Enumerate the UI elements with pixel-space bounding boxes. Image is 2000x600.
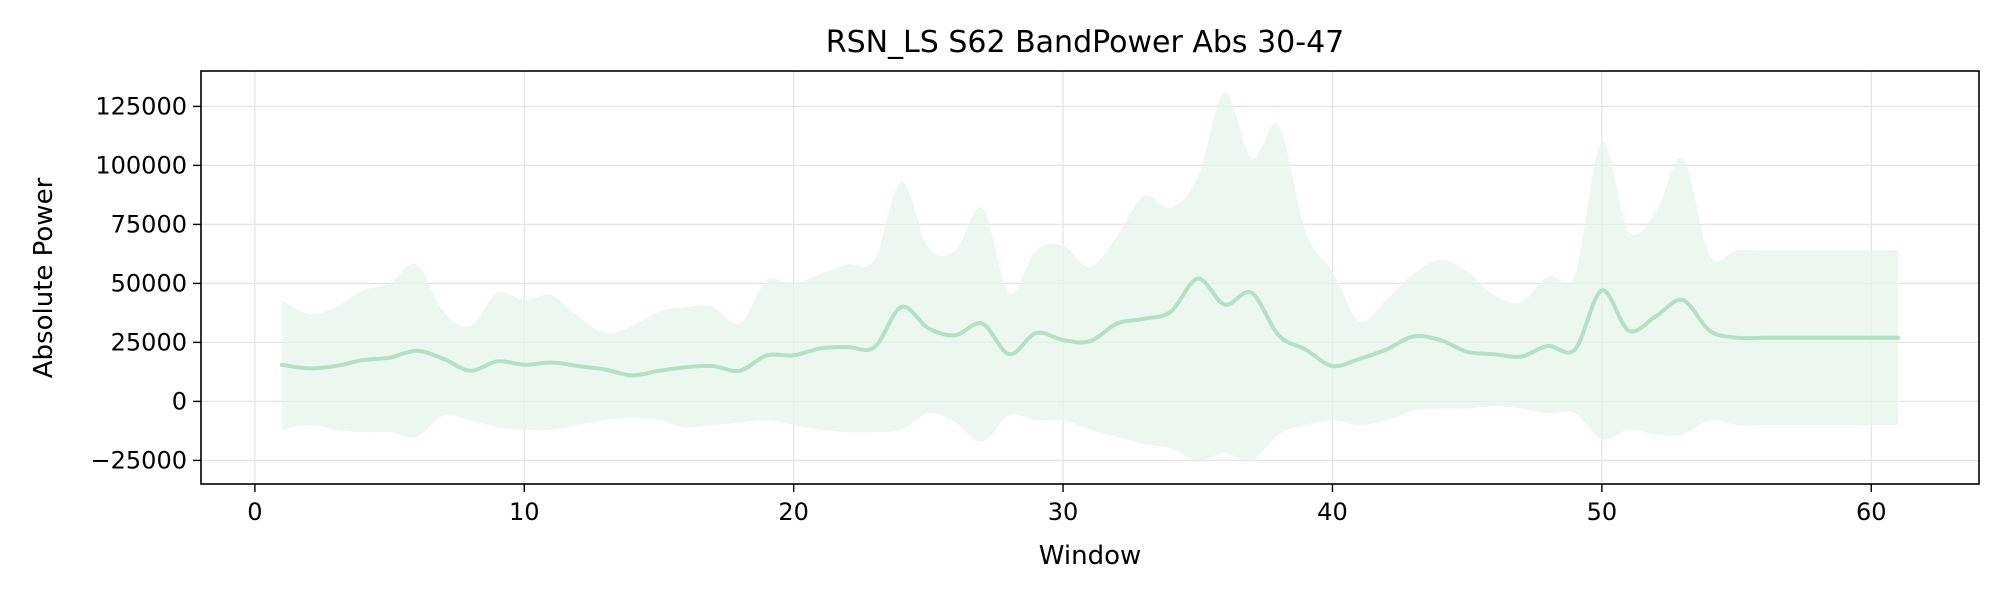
x-axis-label: Window bbox=[1039, 541, 1142, 571]
x-tick-label: 0 bbox=[247, 498, 262, 526]
x-axis: 0 10 20 30 40 50 60 bbox=[247, 484, 1887, 526]
x-tick-label: 10 bbox=[509, 498, 540, 526]
y-tick-label: 0 bbox=[172, 387, 187, 415]
y-axis-label: Absolute Power bbox=[29, 177, 59, 378]
x-tick-label: 30 bbox=[1048, 498, 1079, 526]
mean-line bbox=[279, 276, 1901, 378]
x-tick-label: 40 bbox=[1317, 498, 1348, 526]
y-tick-label: 50000 bbox=[111, 269, 187, 297]
y-tick-label: 125000 bbox=[95, 92, 187, 120]
x-tick-label: 50 bbox=[1587, 498, 1618, 526]
y-tick-label: −25000 bbox=[91, 446, 187, 474]
x-tick-label: 60 bbox=[1856, 498, 1887, 526]
y-tick-label: 75000 bbox=[111, 210, 187, 238]
plot-frame bbox=[200, 70, 1980, 485]
chart-title: RSN_LS S62 BandPower Abs 30-47 bbox=[826, 25, 1345, 60]
y-axis: −25000 0 25000 50000 75000 100000 125000 bbox=[91, 92, 201, 474]
x-tick-label: 20 bbox=[778, 498, 809, 526]
y-tick-label: 100000 bbox=[95, 151, 187, 179]
y-tick-label: 25000 bbox=[111, 328, 187, 356]
